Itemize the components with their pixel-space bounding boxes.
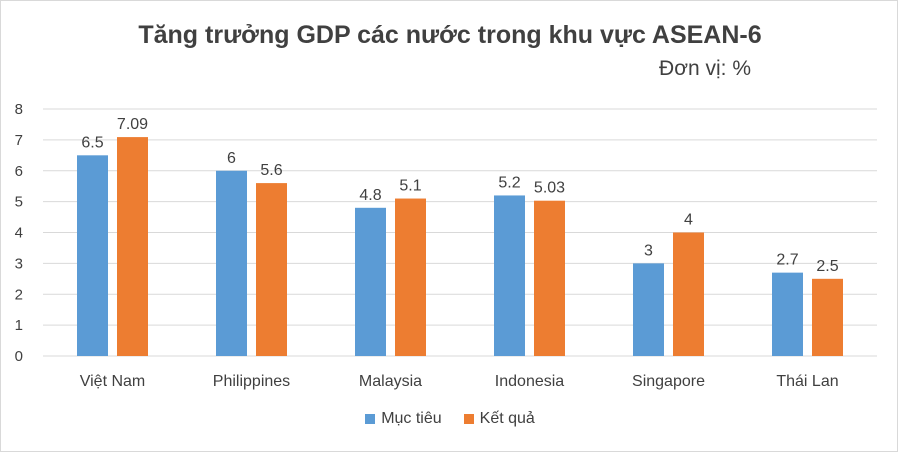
y-tick-label: 7 bbox=[15, 132, 23, 149]
data-label: 7.09 bbox=[117, 116, 148, 133]
data-label: 4.8 bbox=[359, 187, 381, 204]
bar-series-1 bbox=[633, 263, 664, 356]
legend-label-series-2: Kết quả bbox=[479, 410, 535, 427]
legend-swatch-series-2 bbox=[463, 414, 474, 424]
y-tick-label: 1 bbox=[15, 317, 23, 334]
bar-series-2 bbox=[395, 198, 426, 356]
bar-series-2 bbox=[117, 137, 148, 356]
data-label: 6.5 bbox=[81, 134, 103, 151]
legend: Mục tiêu Kết quả bbox=[1, 410, 898, 428]
data-label: 3 bbox=[644, 242, 653, 259]
data-label: 5.2 bbox=[498, 174, 520, 191]
x-category-label: Singapore bbox=[632, 373, 705, 390]
data-label: 5.03 bbox=[534, 180, 565, 197]
chart-subtitle: Đơn vị: % bbox=[659, 57, 751, 80]
data-label: 5.1 bbox=[399, 178, 421, 195]
y-tick-label: 5 bbox=[15, 194, 23, 211]
data-label: 4 bbox=[684, 212, 693, 229]
bar-series-1 bbox=[355, 207, 386, 356]
data-label: 5.6 bbox=[260, 162, 282, 179]
x-category-label: Việt Nam bbox=[80, 373, 146, 390]
chart-title: Tăng trưởng GDP các nước trong khu vực A… bbox=[138, 21, 762, 49]
y-tick-label: 0 bbox=[15, 348, 23, 365]
y-tick-label: 4 bbox=[15, 225, 23, 242]
bar-series-2 bbox=[812, 278, 843, 356]
x-category-label: Indonesia bbox=[495, 373, 564, 390]
x-category-label: Thái Lan bbox=[776, 373, 838, 390]
legend-swatch-series-1 bbox=[365, 414, 376, 424]
x-category-label: Philippines bbox=[213, 373, 290, 390]
y-tick-label: 3 bbox=[15, 255, 23, 272]
bar-series-2 bbox=[534, 200, 565, 356]
legend-item-series-1: Mục tiêu bbox=[365, 410, 442, 428]
data-label: 2.7 bbox=[776, 252, 798, 269]
data-label: 2.5 bbox=[816, 258, 838, 275]
legend-label-series-1: Mục tiêu bbox=[381, 410, 442, 427]
bar-series-1 bbox=[77, 155, 108, 356]
bar-series-1 bbox=[772, 272, 803, 356]
y-tick-label: 6 bbox=[15, 163, 23, 180]
data-label: 6 bbox=[227, 150, 236, 167]
bar-series-2 bbox=[673, 232, 704, 356]
x-category-label: Malaysia bbox=[359, 373, 422, 390]
y-tick-label: 8 bbox=[15, 101, 23, 118]
legend-item-series-2: Kết quả bbox=[463, 410, 535, 428]
bar-series-2 bbox=[256, 183, 287, 356]
bar-series-1 bbox=[216, 170, 247, 356]
bar-series-1 bbox=[494, 195, 525, 356]
y-tick-label: 2 bbox=[15, 286, 23, 303]
